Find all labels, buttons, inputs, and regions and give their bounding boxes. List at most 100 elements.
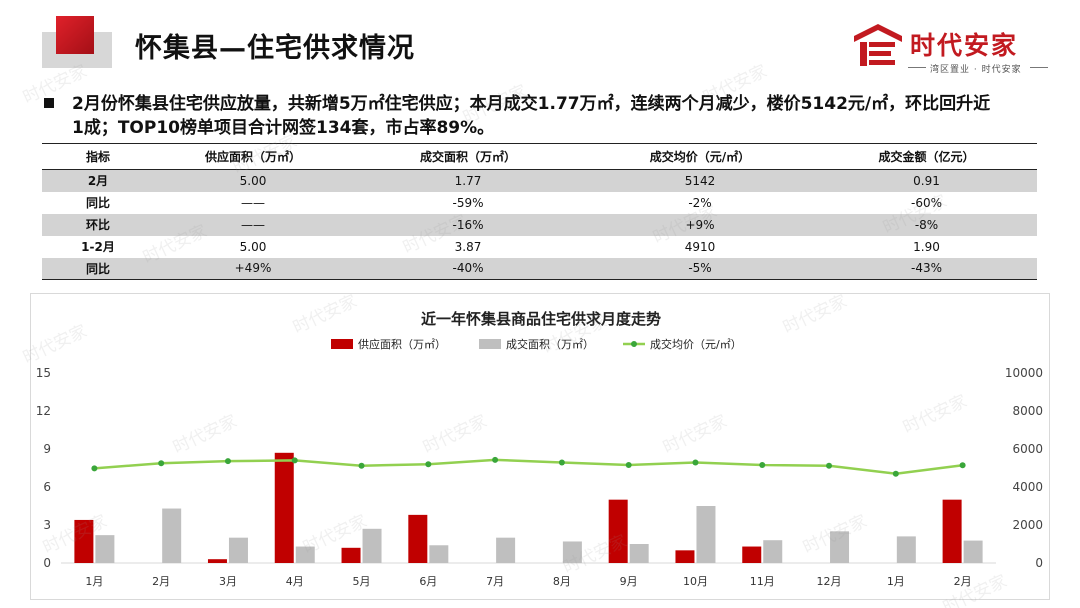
table-cell: 5142 — [584, 169, 816, 192]
brand-logo: 时代安家 湾区置业 · 时代安家 — [852, 20, 1052, 80]
bar-deal — [896, 536, 916, 563]
bar-deal — [963, 540, 983, 563]
stats-table-header-row: 指标 供应面积（万㎡） 成交面积（万㎡） 成交均价（元/㎡） 成交金额（亿元） — [42, 143, 1037, 170]
bar-supply — [942, 499, 962, 563]
bar-deal — [830, 531, 850, 563]
table-row-label: 同比 — [42, 257, 154, 280]
x-tick-label: 10月 — [683, 575, 708, 588]
y-left-tick-label: 0 — [43, 556, 51, 570]
bar-supply — [274, 452, 294, 563]
logo-subtitle: 湾区置业 · 时代安家 — [930, 65, 1022, 75]
price-point — [892, 470, 899, 477]
x-tick-label: 4月 — [286, 575, 304, 588]
y-left-tick-label: 6 — [43, 480, 51, 494]
table-header-cell: 成交均价（元/㎡） — [649, 150, 751, 164]
table-cell: -8% — [816, 213, 1037, 236]
bar-supply — [742, 546, 762, 563]
x-tick-label: 5月 — [353, 575, 371, 588]
bar-deal — [496, 537, 516, 563]
y-left-tick-label: 15 — [36, 366, 51, 380]
y-right-tick-label: 2000 — [1012, 518, 1043, 532]
summary-line-2: 1成；TOP10榜单项目合计网签134套，市占率89%。 — [72, 118, 495, 138]
x-tick-label: 2月 — [152, 575, 170, 588]
table-cell: 1.77 — [352, 169, 584, 192]
table-cell: 5.00 — [239, 239, 267, 254]
table-row: 环比 —— -16% +9% -8% — [42, 213, 1037, 236]
table-cell: -60% — [910, 195, 942, 210]
bar-deal — [95, 535, 115, 563]
x-tick-label: 9月 — [620, 575, 638, 588]
table-row-label: 同比 — [85, 196, 110, 210]
table-cell: 0.91 — [816, 169, 1037, 192]
x-tick-label: 3月 — [219, 575, 237, 588]
table-cell: +9% — [584, 213, 816, 236]
bullet-square-icon — [44, 98, 54, 108]
table-cell: —— — [154, 213, 352, 236]
bar-deal — [429, 545, 449, 563]
x-tick-label: 12月 — [817, 575, 842, 588]
price-point — [692, 459, 699, 466]
x-tick-label: 1月 — [887, 575, 905, 588]
y-left-tick-label: 12 — [36, 404, 51, 418]
logo-mark-icon — [854, 24, 902, 66]
table-cell: +49% — [154, 257, 352, 280]
table-header-cell: 指标 — [85, 150, 110, 164]
table-row: 同比 —— -59% -2% -60% — [42, 192, 1037, 214]
price-point — [625, 461, 632, 468]
y-right-tick-label: 4000 — [1012, 480, 1043, 494]
x-tick-label: 8月 — [553, 575, 571, 588]
table-header-cell: 成交金额（亿元） — [878, 150, 975, 164]
price-point — [959, 462, 966, 469]
price-point — [358, 462, 365, 469]
table-cell: —— — [241, 195, 265, 210]
y-right-tick-label: 6000 — [1012, 442, 1043, 456]
table-row-label: 环比 — [42, 213, 154, 236]
bar-deal — [696, 506, 716, 563]
x-tick-label: 7月 — [486, 575, 504, 588]
bar-deal — [162, 508, 182, 563]
legend-label-price: 成交均价（元/㎡） — [650, 337, 742, 351]
bar-supply — [207, 559, 227, 563]
table-header-cell: 供应面积（万㎡） — [204, 150, 301, 164]
bar-supply — [341, 547, 361, 563]
x-tick-label: 6月 — [419, 575, 437, 588]
table-row: 同比 +49% -40% -5% -43% — [42, 257, 1037, 280]
header-deco-red — [56, 16, 94, 54]
table-cell: -43% — [816, 257, 1037, 280]
table-row-label: 2月 — [42, 169, 154, 192]
bar-supply — [74, 519, 94, 563]
logo-text: 时代安家 — [910, 31, 1019, 60]
table-cell: 4910 — [684, 239, 716, 254]
bar-deal — [763, 540, 783, 563]
y-left-tick-label: 3 — [43, 518, 51, 532]
price-point — [558, 459, 565, 466]
logo-sub-divider-left — [908, 67, 926, 68]
x-tick-label: 11月 — [750, 575, 775, 588]
summary-paragraph: 2月份怀集县住宅供应放量，共新增5万㎡住宅供应；本月成交1.77万㎡，连续两个月… — [44, 92, 1044, 140]
bar-deal — [295, 546, 315, 563]
bar-deal — [362, 528, 382, 563]
price-point — [425, 461, 432, 468]
y-right-tick-label: 8000 — [1012, 404, 1043, 418]
bar-deal — [562, 541, 582, 563]
y-left-tick-label: 9 — [43, 442, 51, 456]
legend-label-supply: 供应面积（万㎡） — [358, 337, 446, 351]
table-cell: 3.87 — [454, 239, 482, 254]
table-cell: 1.90 — [913, 239, 940, 254]
logo-sub-divider-right — [1030, 67, 1048, 68]
table-cell: -5% — [584, 257, 816, 280]
bar-supply — [608, 499, 628, 563]
price-point — [224, 458, 231, 465]
table-row: 1-2月 5.00 3.87 4910 1.90 — [42, 236, 1037, 258]
legend-swatch-supply — [331, 339, 353, 349]
y-right-tick-label: 0 — [1035, 556, 1043, 570]
table-cell: -40% — [352, 257, 584, 280]
legend-swatch-deal — [479, 339, 501, 349]
chart-title: 近一年怀集县商品住宅供求月度走势 — [421, 310, 661, 328]
page-title: 怀集县—住宅供求情况 — [135, 33, 415, 64]
x-tick-label: 1月 — [85, 575, 103, 588]
bar-deal — [629, 544, 649, 563]
x-tick-label: 2月 — [954, 575, 972, 588]
price-point — [291, 457, 298, 464]
